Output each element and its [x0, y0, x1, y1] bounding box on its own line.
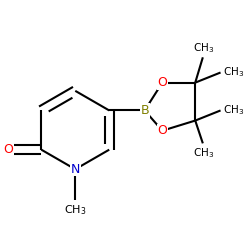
- Text: CH$_3$: CH$_3$: [194, 41, 215, 55]
- Text: O: O: [4, 143, 13, 156]
- Text: O: O: [158, 124, 167, 137]
- Text: CH$_3$: CH$_3$: [223, 66, 244, 80]
- Text: CH$_3$: CH$_3$: [194, 146, 215, 160]
- Text: B: B: [140, 104, 149, 117]
- Text: O: O: [158, 76, 167, 89]
- Text: CH$_3$: CH$_3$: [64, 204, 86, 217]
- Text: N: N: [70, 163, 80, 176]
- Text: CH$_3$: CH$_3$: [223, 104, 244, 117]
